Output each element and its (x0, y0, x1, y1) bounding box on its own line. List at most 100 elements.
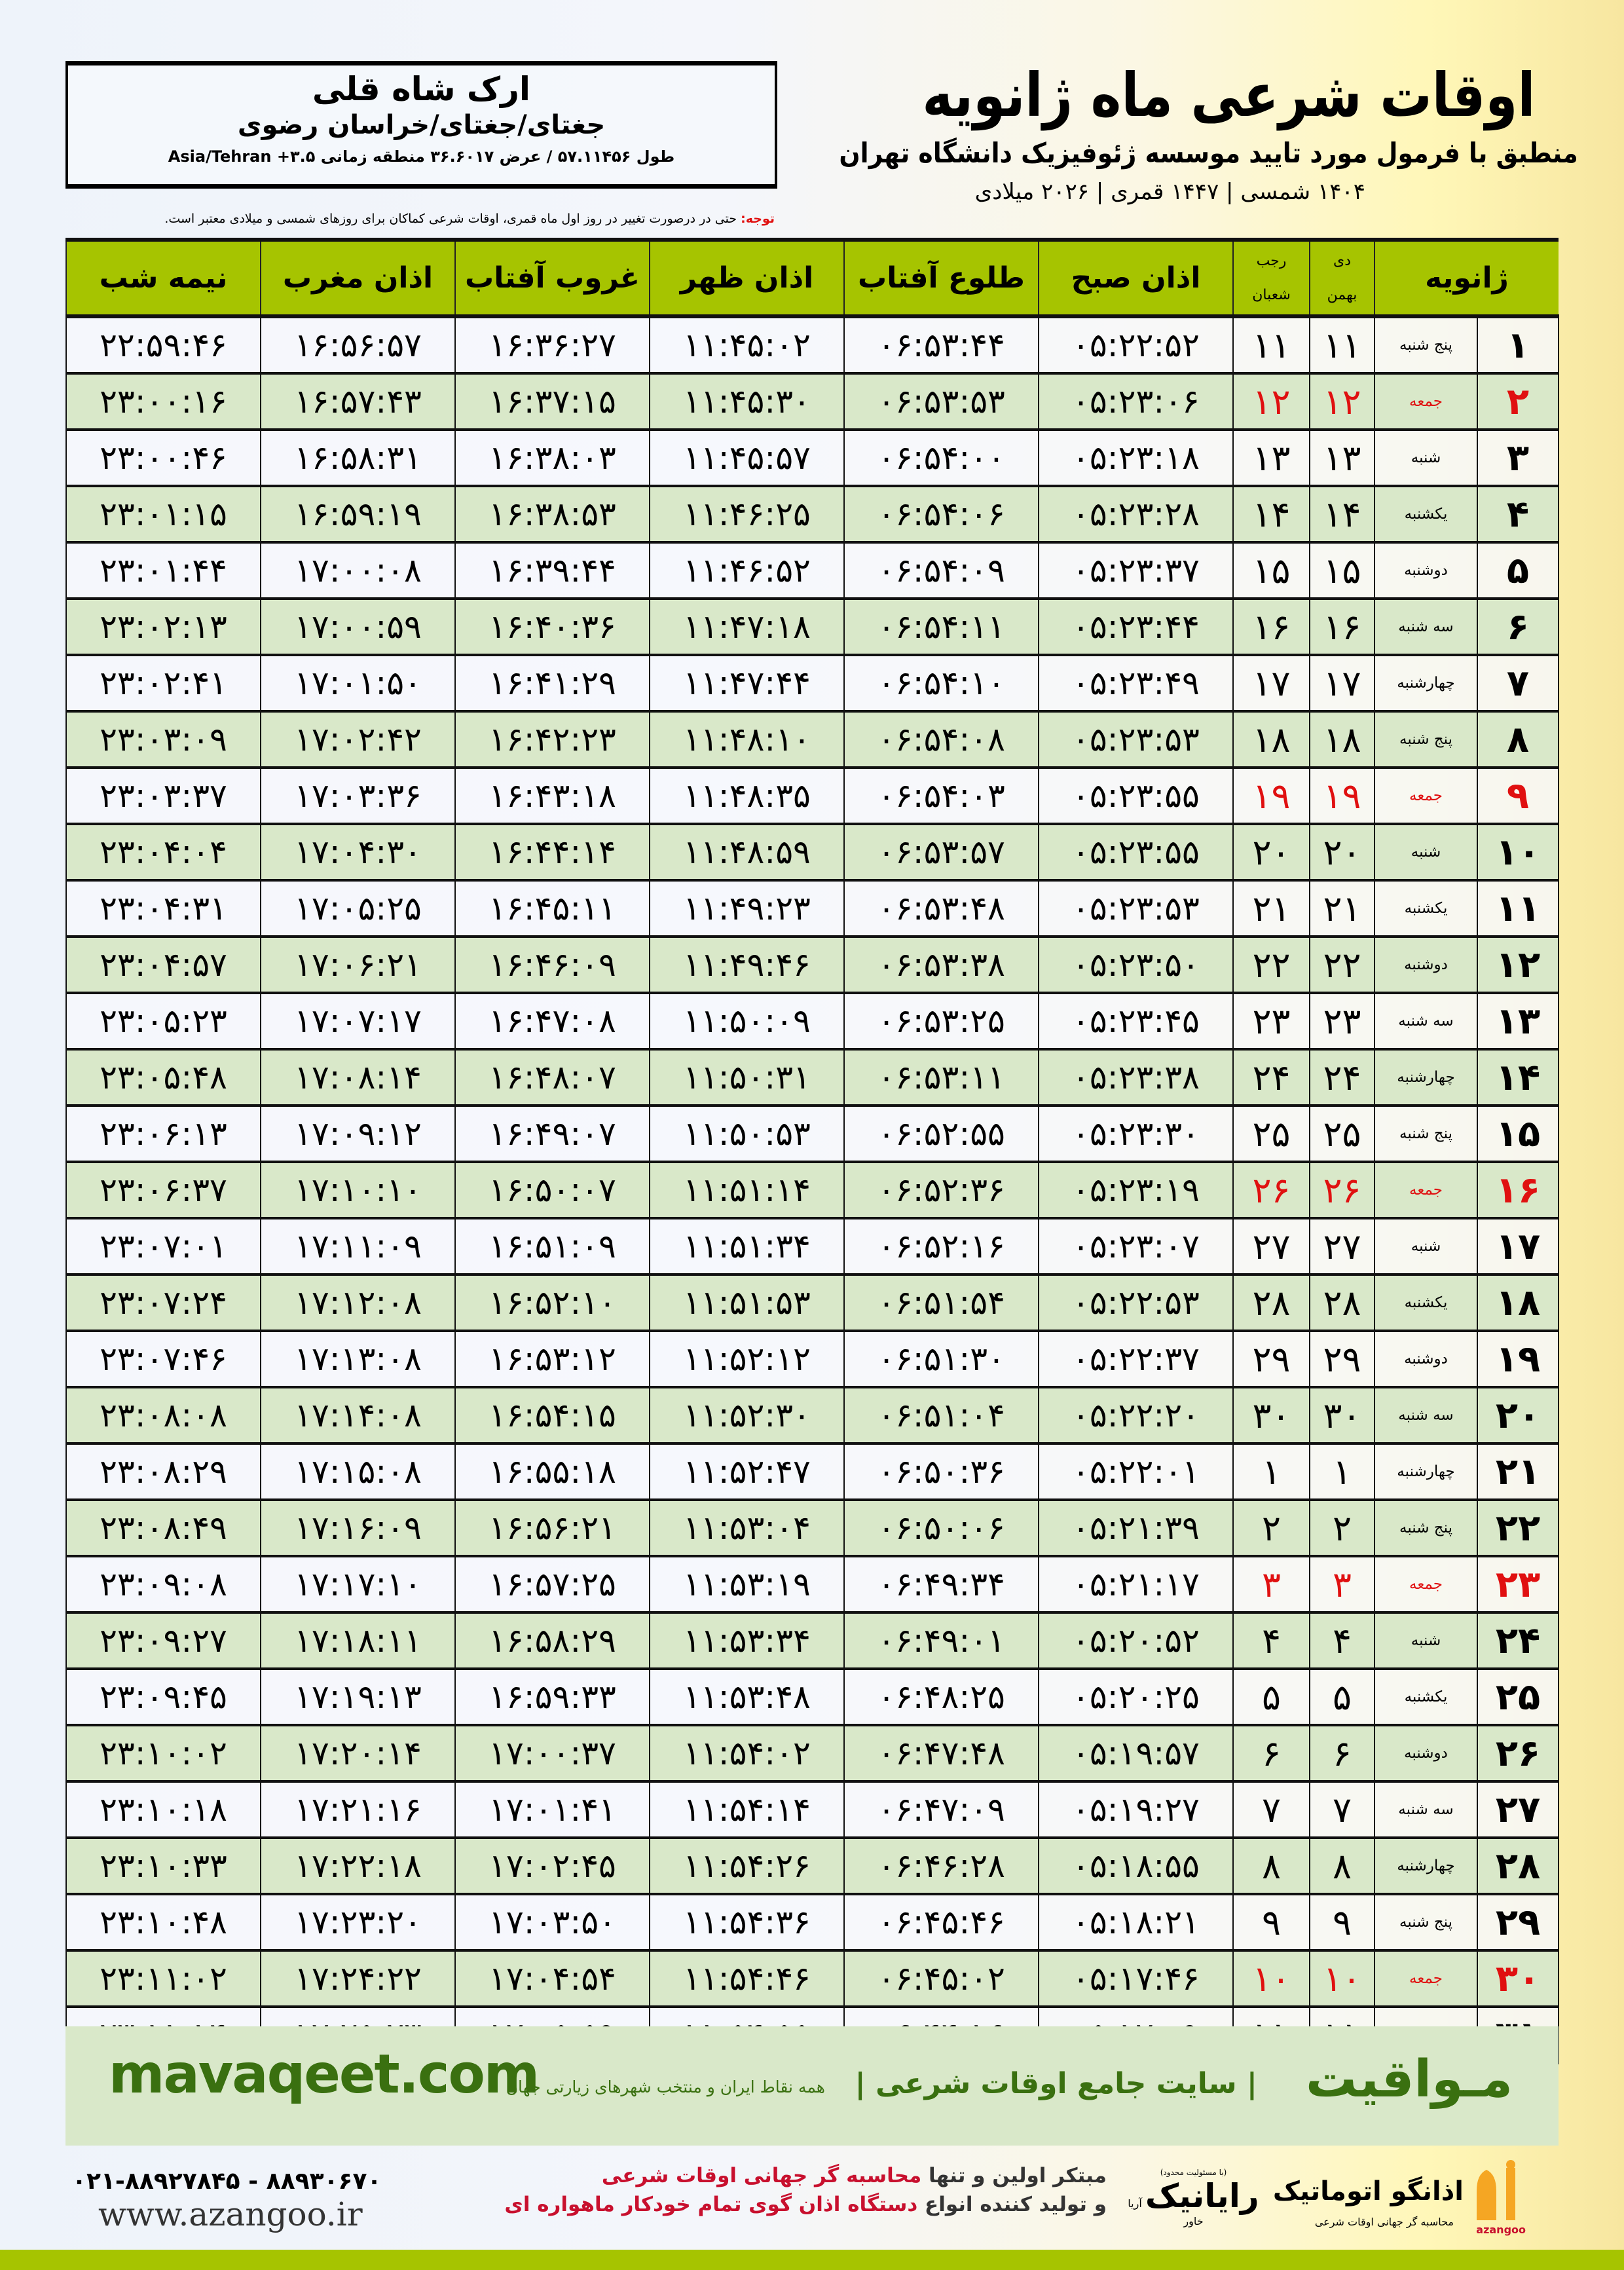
dhuhr-time-cell: ۱۱:۵۰:۰۹ (649, 993, 845, 1051)
maghrib-time-cell: ۱۷:۰۳:۳۶ (260, 768, 456, 825)
shamsi-day-cell: ۲ (1309, 1500, 1375, 1557)
sunrise-time-cell: ۰۶:۵۲:۱۶ (843, 1218, 1039, 1276)
sunrise-time-cell: ۰۶:۵۳:۵۷ (843, 824, 1039, 882)
shamsi-day-cell: ۱۸ (1309, 711, 1375, 769)
credit-line2-text: و تولید کننده انواع (917, 2193, 1107, 2216)
azangoo-logo-text: اذانگو اتوماتیک (1272, 2176, 1464, 2206)
sunrise-time-cell: ۰۶:۴۵:۴۶ (843, 1894, 1039, 1952)
promo-subline: همه نقاط ایران و منتخب شهرهای زیارتی جها… (506, 2077, 825, 2096)
table-row: ۱۷ شنبه ۲۷ ۲۷ ۰۵:۲۳:۰۷ ۰۶:۵۲:۱۶ ۱۱:۵۱:۳۴ ۱۶:۵۱:… (65, 1218, 1560, 1276)
credit-line2-highlight: دستگاه اذان گوی تمام خودکار ماهواره ای (504, 2193, 918, 2216)
weekday-cell: دوشنبه (1373, 1725, 1479, 1783)
dhuhr-time-cell: ۱۱:۵۲:۴۷ (649, 1443, 845, 1501)
sunrise-time-cell: ۰۶:۵۱:۰۴ (843, 1387, 1039, 1445)
qamari-day-cell: ۲۰ (1232, 824, 1310, 882)
maghrib-time-cell: ۱۷:۱۵:۰۸ (260, 1443, 456, 1501)
shamsi-day-cell: ۲۴ (1309, 1049, 1375, 1107)
header-fajr: اذان صبح (1038, 240, 1233, 316)
sunset-time-cell: ۱۶:۵۵:۱۸ (454, 1443, 650, 1501)
maghrib-time-cell: ۱۷:۰۸:۱۴ (260, 1049, 456, 1107)
midnight-time-cell: ۲۳:۱۰:۰۲ (65, 1725, 261, 1783)
azangoo-logo: اذانگو اتوماتیک محاسبه گر جهانی اوقات شر… (1273, 2158, 1526, 2237)
fajr-time-cell: ۰۵:۲۳:۴۴ (1038, 599, 1234, 656)
sunset-time-cell: ۱۶:۴۳:۱۸ (454, 768, 650, 825)
header-shamsi-month1: دی (1333, 252, 1352, 269)
shamsi-day-cell: ۶ (1309, 1725, 1375, 1783)
fajr-time-cell: ۰۵:۲۱:۱۷ (1038, 1556, 1234, 1614)
shamsi-day-cell: ۱۹ (1309, 768, 1375, 825)
table-row: ۲۹ پنج شنبه ۹ ۹ ۰۵:۱۸:۲۱ ۰۶:۴۵:۴۶ ۱۱:۵۴:۳۶ ۱۷:۰… (65, 1894, 1560, 1952)
rayanik-logo-sub: آریا خاور (1128, 2197, 1204, 2227)
weekday-cell: جمعه (1373, 768, 1479, 825)
azangoo-logo-sub: محاسبه گر جهانی اوقات شرعی (1314, 2216, 1454, 2228)
promo-tagline: | سایت جامع اوقات شرعی | (855, 2067, 1257, 2100)
sunrise-time-cell: ۰۶:۴۹:۳۴ (843, 1556, 1039, 1614)
shamsi-day-cell: ۱۳ (1309, 430, 1375, 487)
qamari-day-cell: ۲۹ (1232, 1331, 1310, 1388)
location-name: ارک شاه قلی (312, 70, 531, 108)
day-cell: ۶ (1477, 599, 1560, 656)
sunrise-time-cell: ۰۶:۵۴:۰۰ (843, 430, 1039, 487)
qamari-day-cell: ۱۹ (1232, 768, 1310, 825)
dhuhr-time-cell: ۱۱:۵۰:۳۱ (649, 1049, 845, 1107)
promo-url-link[interactable]: mavaqeet.com (109, 2043, 540, 2106)
midnight-time-cell: ۲۳:۰۲:۴۱ (65, 655, 261, 713)
rayanik-logo-top: (با مسئولیت محدود) (1160, 2168, 1227, 2177)
shamsi-day-cell: ۷ (1309, 1781, 1375, 1839)
shamsi-day-cell: ۲۵ (1309, 1106, 1375, 1163)
qamari-day-cell: ۷ (1232, 1781, 1310, 1839)
shamsi-day-cell: ۸ (1309, 1838, 1375, 1895)
weekday-cell: پنج شنبه (1373, 316, 1479, 375)
midnight-time-cell: ۲۳:۰۸:۲۹ (65, 1443, 261, 1501)
qamari-day-cell: ۲۱ (1232, 880, 1310, 938)
fajr-time-cell: ۰۵:۲۲:۰۱ (1038, 1443, 1234, 1501)
day-cell: ۲۴ (1477, 1612, 1560, 1670)
website-link[interactable]: www.azangoo.ir (98, 2195, 363, 2233)
midnight-time-cell: ۲۳:۰۷:۲۴ (65, 1275, 261, 1332)
day-cell: ۱۸ (1477, 1275, 1560, 1332)
shamsi-day-cell: ۱۲ (1309, 373, 1375, 431)
sunset-time-cell: ۱۶:۵۳:۱۲ (454, 1331, 650, 1388)
table-row: ۲۶ دوشنبه ۶ ۶ ۰۵:۱۹:۵۷ ۰۶:۴۷:۴۸ ۱۱:۵۴:۰۲ ۱۷:۰۰:… (65, 1725, 1560, 1783)
header-maghrib: اذان مغرب (260, 240, 455, 316)
fajr-time-cell: ۰۵:۲۳:۵۳ (1038, 711, 1234, 769)
midnight-time-cell: ۲۳:۱۰:۳۳ (65, 1838, 261, 1895)
day-cell: ۲۵ (1477, 1669, 1560, 1726)
weekday-cell: سه شنبه (1373, 599, 1479, 656)
table-row: ۲۲ پنج شنبه ۲ ۲ ۰۵:۲۱:۳۹ ۰۶:۵۰:۰۶ ۱۱:۵۳:۰۴ ۱۶:۵… (65, 1500, 1560, 1557)
qamari-day-cell: ۱۰ (1232, 1950, 1310, 2008)
midnight-time-cell: ۲۳:۰۱:۴۴ (65, 542, 261, 600)
shamsi-day-cell: ۳۰ (1309, 1387, 1375, 1445)
weekday-cell: چهارشنبه (1373, 1443, 1479, 1501)
sunrise-time-cell: ۰۶:۴۹:۰۱ (843, 1612, 1039, 1670)
day-cell: ۲۳ (1477, 1556, 1560, 1614)
table-row: ۶ سه شنبه ۱۶ ۱۶ ۰۵:۲۳:۴۴ ۰۶:۵۴:۱۱ ۱۱:۴۷:۱۸ ۱۶:۴… (65, 599, 1560, 656)
sunrise-time-cell: ۰۶:۵۱:۵۴ (843, 1275, 1039, 1332)
credit-line1-highlight: محاسبه گر جهانی اوقات شرعی (601, 2164, 922, 2187)
qamari-day-cell: ۳۰ (1232, 1387, 1310, 1445)
location-box: ارک شاه قلی جغتای/جغتای/خراسان رضوی طول … (65, 61, 777, 189)
qamari-day-cell: ۱۱ (1232, 316, 1310, 375)
dhuhr-time-cell: ۱۱:۴۹:۲۳ (649, 880, 845, 938)
maghrib-time-cell: ۱۷:۱۳:۰۸ (260, 1331, 456, 1388)
sunset-time-cell: ۱۶:۵۶:۲۱ (454, 1500, 650, 1557)
sunset-time-cell: ۱۶:۵۰:۰۷ (454, 1162, 650, 1219)
table-row: ۸ پنج شنبه ۱۸ ۱۸ ۰۵:۲۳:۵۳ ۰۶:۵۴:۰۸ ۱۱:۴۸:۱۰ ۱۶:… (65, 711, 1560, 769)
midnight-time-cell: ۲۳:۰۹:۴۵ (65, 1669, 261, 1726)
qamari-day-cell: ۸ (1232, 1838, 1310, 1895)
credit-text: مبتکر اولین و تنها محاسبه گر جهانی اوقات… (458, 2161, 1107, 2219)
qamari-day-cell: ۲۳ (1232, 993, 1310, 1051)
midnight-time-cell: ۲۳:۱۰:۱۸ (65, 1781, 261, 1839)
header-qamari: رجب شعبان (1232, 240, 1310, 316)
fajr-time-cell: ۰۵:۲۲:۵۳ (1038, 1275, 1234, 1332)
maghrib-time-cell: ۱۷:۰۹:۱۲ (260, 1106, 456, 1163)
dhuhr-time-cell: ۱۱:۴۵:۵۷ (649, 430, 845, 487)
shamsi-day-cell: ۳ (1309, 1556, 1375, 1614)
prayer-times-table: ژانویه دی بهمن رجب شعبان اذان صبح طلوع آفت… (65, 238, 1560, 2064)
table-row: ۱۵ پنج شنبه ۲۵ ۲۵ ۰۵:۲۳:۳۰ ۰۶:۵۲:۵۵ ۱۱:۵۰:۵۳ ۱۶… (65, 1106, 1560, 1163)
qamari-day-cell: ۱۳ (1232, 430, 1310, 487)
maghrib-time-cell: ۱۷:۰۵:۲۵ (260, 880, 456, 938)
table-row: ۱۶ جمعه ۲۶ ۲۶ ۰۵:۲۳:۱۹ ۰۶:۵۲:۳۶ ۱۱:۵۱:۱۴ ۱۶:۵۰:… (65, 1162, 1560, 1219)
shamsi-day-cell: ۴ (1309, 1612, 1375, 1670)
page-subtitle: منطبق با فرمول مورد تایید موسسه ژئوفیزیک… (839, 137, 1578, 169)
